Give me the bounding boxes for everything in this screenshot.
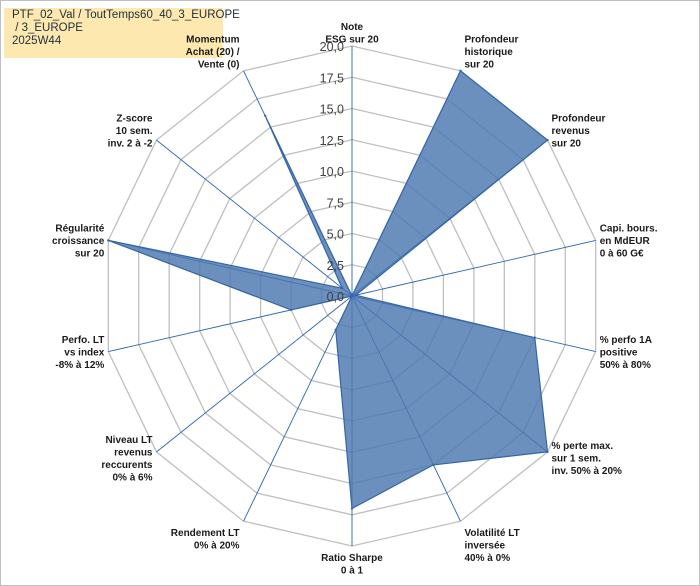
axis-label-line: sur 20 — [465, 59, 495, 70]
axis-label-line: 0% à 6% — [112, 472, 152, 483]
data-point-2 — [546, 138, 549, 142]
chart-title-box: PTF_02_Val / ToutTemps60_40_3_EUROPE / 3… — [4, 8, 240, 58]
tick-label-8: 20,0 — [320, 40, 344, 54]
axis-label-line: Profondeur — [465, 34, 519, 45]
data-point-4 — [533, 336, 536, 339]
data-point-7 — [350, 507, 354, 510]
axis-label-line: Ratio Sharpe — [321, 553, 383, 564]
axis-label-line: Volatilité LT — [465, 528, 520, 539]
data-point-12 — [341, 287, 344, 290]
axis-label-line: Rendement LT — [171, 528, 240, 539]
axis-spoke-8 — [243, 295, 353, 522]
data-point-6 — [432, 463, 435, 467]
axis-label-7: Ratio Sharpe 0 à 1 — [321, 553, 383, 577]
axis-spoke-9 — [156, 295, 353, 453]
axis-label-line: revenus — [114, 447, 153, 458]
axis-label-8: Rendement LT 0% à 20% — [171, 528, 240, 552]
axis-label-line: 50% à 80% — [600, 360, 651, 371]
axis-label-5: % perte max. sur 1 sem. inv. 50% à 20% — [552, 441, 623, 477]
axis-label-line: inv. 50% à 20% — [552, 466, 623, 477]
tick-label-6: 15,0 — [320, 103, 344, 117]
tick-label-2: 5,0 — [327, 228, 344, 242]
axis-label-line: Capi. bours. — [600, 224, 658, 235]
axis-label-1: Profondeur historique sur 20 — [465, 34, 519, 70]
axis-label-line: 10 sem. — [116, 126, 153, 137]
tick-label-7: 17,5 — [320, 71, 344, 85]
axis-label-line: sur 1 sem. — [552, 454, 602, 465]
title-line-1: PTF_02_Val / ToutTemps60_40_3_EUROPE — [12, 9, 240, 21]
data-point-13 — [264, 114, 267, 118]
axis-label-3: Capi. bours. en MdEUR 0 à 60 G€ — [600, 224, 658, 260]
axis-label-line: 40% à 0% — [465, 553, 511, 564]
axis-spoke-12 — [156, 139, 353, 297]
axis-label-line: Achat (20) / — [186, 47, 240, 58]
axis-label-line: Momentum — [186, 34, 239, 45]
title-line-2: / 3_EUROPE — [12, 22, 83, 34]
axis-label-2: Profondeur revenus sur 20 — [552, 113, 606, 149]
tick-label-5: 12,5 — [320, 134, 344, 148]
axis-label-line: % perfo 1A — [600, 335, 652, 346]
axis-label-line: croissance — [52, 236, 105, 247]
tick-label-3: 7,5 — [327, 196, 344, 210]
data-point-11 — [107, 239, 110, 242]
axis-label-line: 0 à 60 G€ — [600, 249, 644, 260]
tick-label-1: 2,5 — [327, 259, 344, 273]
axis-label-line: Z-score — [116, 113, 153, 124]
axis-label-line: vs index — [64, 347, 104, 358]
axis-label-line: Perfo. LT — [62, 335, 105, 346]
axis-label-line: Profondeur — [552, 113, 606, 124]
tick-label-4: 10,0 — [320, 165, 344, 179]
data-point-8 — [334, 328, 337, 331]
axis-label-line: inversée — [465, 541, 506, 552]
axis-label-line: % perte max. — [552, 441, 614, 452]
axis-label-line: positive — [600, 347, 638, 358]
axis-label-line: en MdEUR — [600, 236, 651, 247]
axis-label-line: Vente (0) — [198, 59, 240, 70]
axis-label-9: Niveau LT revenus reccurents 0% à 6% — [101, 435, 153, 484]
axis-label-13: Momentum Achat (20) / Vente (0) — [186, 34, 240, 70]
axis-label-line: ESG sur 20 — [325, 35, 379, 46]
axis-label-line: historique — [465, 47, 514, 58]
data-point-1 — [459, 69, 462, 73]
axis-label-line: Note — [341, 22, 364, 33]
axis-label-line: 0 à 1 — [341, 566, 364, 577]
axis-label-11: Régularité croissance sur 20 — [52, 224, 105, 260]
title-line-3: 2025W44 — [12, 35, 62, 47]
axis-label-0: Note ESG sur 20 — [325, 22, 379, 46]
axis-label-line: sur 20 — [552, 138, 582, 149]
axis-label-12: Z-score 10 sem. inv. 2 à -2 — [108, 113, 153, 149]
axis-label-line: -8% à 12% — [55, 360, 104, 371]
data-point-5 — [546, 450, 549, 454]
data-point-10 — [289, 308, 293, 312]
axis-label-line: inv. 2 à -2 — [108, 138, 153, 149]
axis-label-line: reccurents — [101, 460, 153, 471]
axis-label-line: sur 20 — [75, 249, 105, 260]
axis-label-6: Volatilité LT inversée 40% à 0% — [465, 528, 520, 564]
tick-label-0: 0,0 — [327, 290, 344, 304]
axis-label-line: revenus — [552, 126, 591, 137]
axis-label-line: Régularité — [55, 224, 104, 235]
axis-label-line: Niveau LT — [105, 435, 152, 446]
axis-label-4: % perfo 1A positive 50% à 80% — [600, 335, 652, 371]
data-point-9 — [350, 294, 354, 298]
axis-label-line: 0% à 20% — [194, 541, 240, 552]
data-point-3 — [354, 294, 357, 297]
axis-spoke-3 — [351, 239, 596, 297]
axis-label-10: Perfo. LT vs index -8% à 12% — [55, 335, 104, 371]
